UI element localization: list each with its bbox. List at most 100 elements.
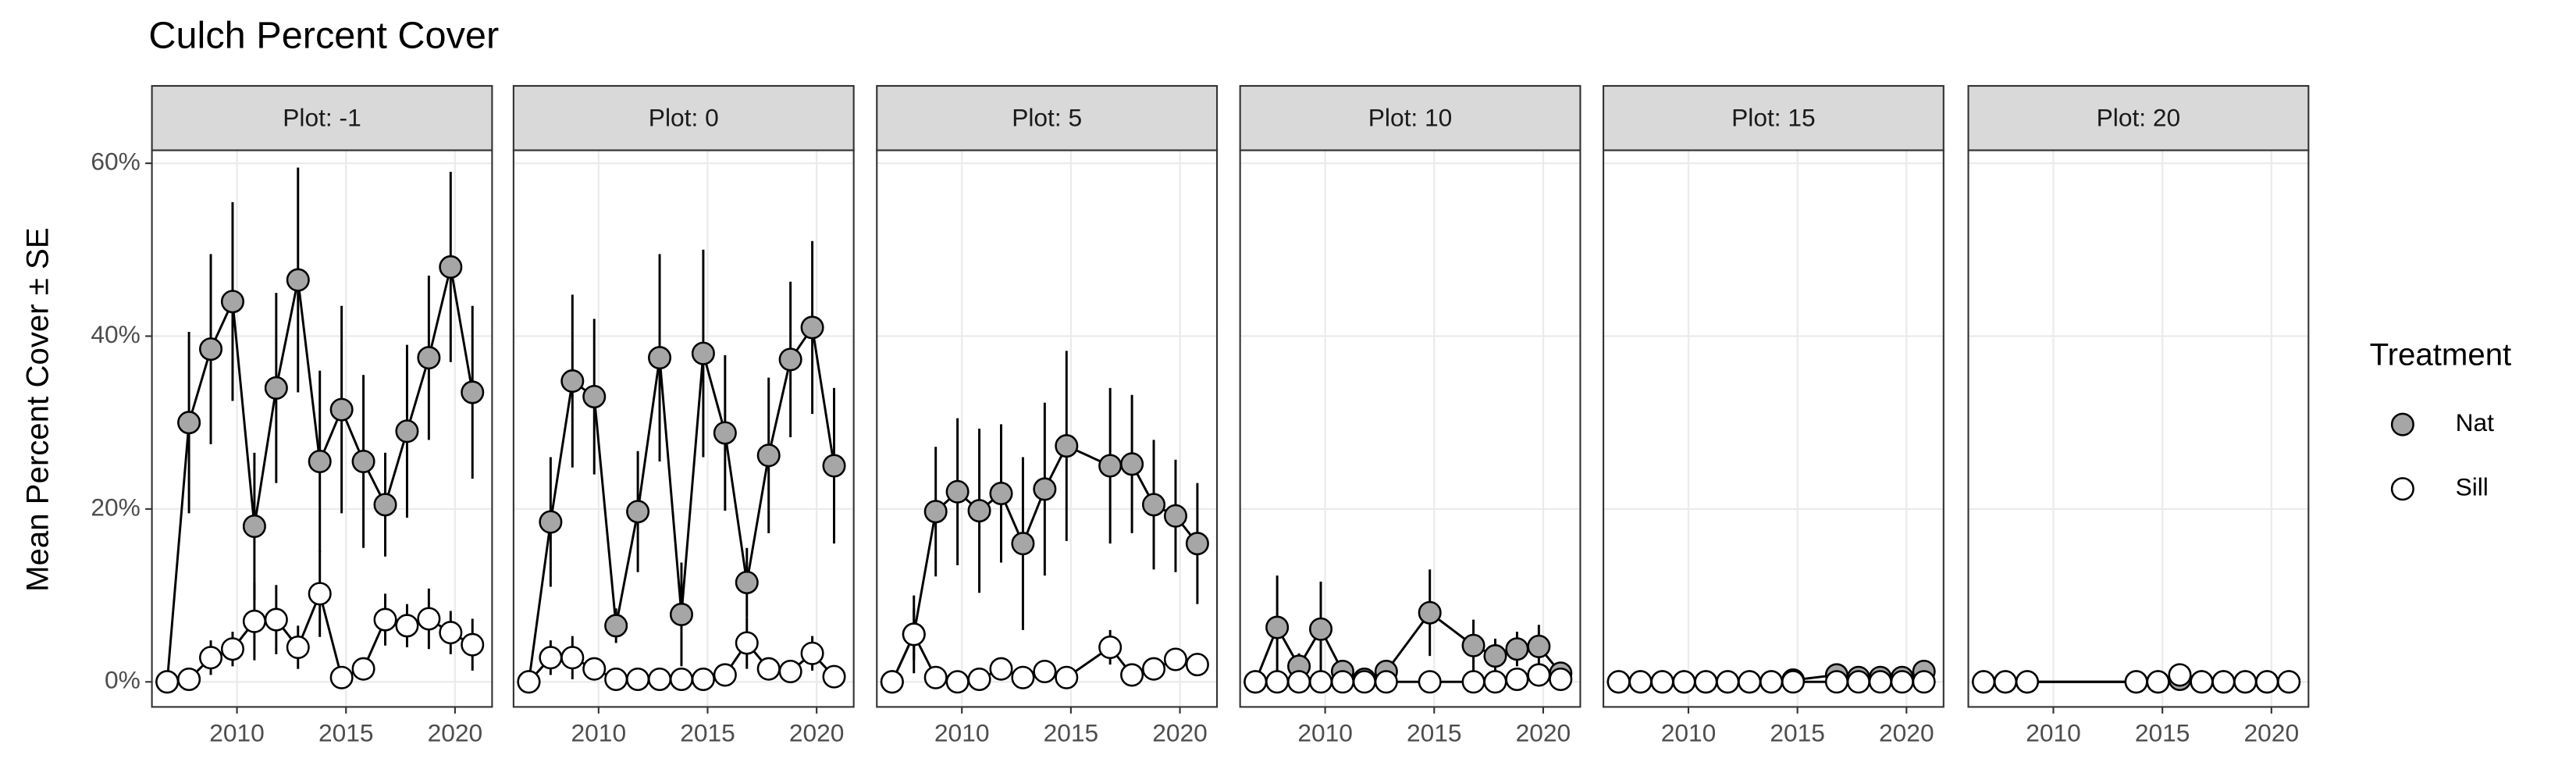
strip [512, 84, 855, 151]
point [945, 479, 970, 504]
point [822, 454, 846, 478]
point [1244, 670, 1268, 694]
point [626, 667, 650, 691]
point [351, 657, 375, 681]
point [1461, 670, 1485, 694]
x-tick-label: 2020 [1879, 719, 1934, 747]
strip-label: Plot: 5 [1012, 104, 1082, 132]
point [395, 419, 419, 443]
strip-label: Plot: 0 [649, 104, 719, 132]
point [1352, 670, 1376, 694]
point [1868, 670, 1892, 694]
point [778, 347, 802, 372]
point [2124, 670, 2148, 694]
panel-background [1968, 150, 2309, 707]
panel-background [1603, 150, 1944, 707]
point [880, 670, 904, 694]
point [264, 376, 288, 400]
point [539, 510, 563, 534]
point [1461, 633, 1485, 657]
panel-border [1239, 149, 1582, 708]
x-tick-label: 2015 [1407, 719, 1462, 747]
x-tick-label: 2015 [2135, 719, 2190, 747]
y-axis-title: Mean Percent Cover ± SE [20, 227, 55, 592]
legend-label: Nat [2456, 408, 2495, 436]
point [902, 622, 926, 647]
point [1330, 670, 1354, 694]
x-tick-label: 2010 [1297, 719, 1353, 747]
point [242, 515, 266, 539]
x-tick-label: 2010 [1661, 719, 1717, 747]
point [735, 570, 759, 595]
point [604, 614, 628, 638]
point [1738, 670, 1762, 694]
point [1055, 434, 1079, 458]
x-tick-label: 2020 [1516, 719, 1571, 747]
point [560, 646, 585, 670]
panel-border [1967, 149, 2310, 708]
point [439, 621, 463, 645]
strip [1239, 84, 1582, 151]
x-tick-label: 2020 [789, 719, 845, 747]
point [439, 255, 463, 279]
point [1527, 634, 1551, 658]
point [1781, 670, 1806, 694]
point [220, 637, 244, 661]
point [1033, 659, 1057, 684]
legend-label: Sill [2456, 473, 2489, 501]
point [1185, 653, 1209, 677]
y-tick-label: 40% [91, 320, 140, 348]
point [1505, 637, 1529, 661]
point [1672, 670, 1696, 694]
point [2190, 670, 2214, 694]
strip [876, 84, 1219, 151]
x-tick-label: 2010 [571, 719, 627, 747]
point [1308, 617, 1333, 641]
point [735, 631, 759, 655]
point [1163, 504, 1187, 528]
strip [1602, 84, 1944, 151]
point [1606, 670, 1631, 694]
point [264, 607, 288, 632]
point [1374, 670, 1398, 694]
point [2146, 670, 2170, 694]
point [1308, 670, 1333, 694]
legend-marker [2390, 412, 2414, 436]
point [1527, 663, 1551, 687]
point [1120, 663, 1144, 687]
point [648, 346, 672, 370]
x-tick-label: 2010 [934, 719, 990, 747]
point [923, 500, 948, 524]
point [691, 667, 715, 691]
point [923, 665, 948, 689]
x-tick-label: 2015 [1044, 719, 1099, 747]
point [1549, 667, 1573, 691]
point [2211, 670, 2236, 694]
x-tick-label: 2010 [209, 719, 265, 747]
strip [151, 84, 493, 151]
point [2255, 670, 2279, 694]
point [1505, 667, 1529, 691]
chart-title: Culch Percent Cover [148, 14, 499, 56]
point [822, 664, 846, 689]
point [1163, 647, 1187, 671]
point [308, 582, 332, 606]
point [329, 397, 354, 422]
point [177, 411, 201, 435]
x-tick-label: 2010 [2026, 719, 2081, 747]
point [1142, 657, 1166, 681]
point [461, 380, 485, 404]
point [308, 449, 332, 474]
point [199, 337, 223, 362]
point [604, 667, 628, 691]
point [1287, 670, 1311, 694]
point [756, 443, 781, 468]
point [1694, 670, 1718, 694]
y-tick-label: 60% [91, 147, 140, 175]
point [1098, 454, 1123, 478]
point [1890, 670, 1914, 694]
strip-label: Plot: 10 [1368, 104, 1453, 132]
point [1011, 665, 1035, 689]
point [1418, 670, 1442, 694]
